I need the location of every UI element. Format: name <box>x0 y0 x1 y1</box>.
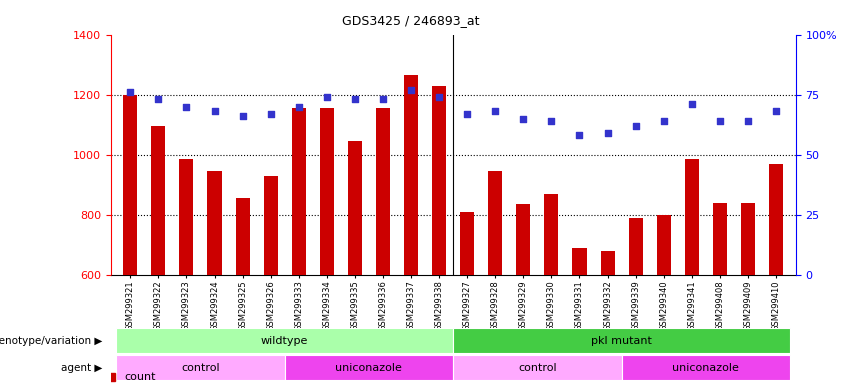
Bar <box>629 218 643 275</box>
Point <box>573 132 586 139</box>
Point <box>657 118 671 124</box>
Text: wildtype: wildtype <box>261 336 308 346</box>
Point <box>741 118 755 124</box>
Point <box>517 116 530 122</box>
Bar <box>117 328 454 353</box>
Bar <box>117 355 285 380</box>
Bar <box>348 141 362 275</box>
Text: genotype/variation ▶: genotype/variation ▶ <box>0 336 102 346</box>
Point <box>545 118 558 124</box>
Point <box>292 104 306 110</box>
Bar <box>460 212 474 275</box>
Bar <box>208 171 221 275</box>
Text: uniconazole: uniconazole <box>672 362 740 373</box>
Point <box>151 96 165 103</box>
Bar <box>151 126 165 275</box>
Text: pkl mutant: pkl mutant <box>591 336 652 346</box>
Text: count: count <box>124 372 156 382</box>
Point <box>432 94 446 100</box>
Point <box>488 108 502 114</box>
Point <box>769 108 783 114</box>
Point <box>123 89 137 95</box>
Bar <box>601 251 614 275</box>
Text: agent ▶: agent ▶ <box>60 362 102 373</box>
Point <box>460 111 474 117</box>
Bar <box>376 108 390 275</box>
Bar <box>454 355 621 380</box>
Bar <box>285 355 454 380</box>
Point <box>601 130 614 136</box>
Point <box>376 96 390 103</box>
Bar <box>180 159 193 275</box>
Point <box>236 113 249 119</box>
Bar <box>236 198 249 275</box>
Point <box>713 118 727 124</box>
Bar <box>404 75 418 275</box>
Point <box>685 101 699 107</box>
Point <box>180 104 193 110</box>
Bar <box>488 171 502 275</box>
Point <box>404 87 418 93</box>
Bar <box>545 194 558 275</box>
Text: uniconazole: uniconazole <box>335 362 403 373</box>
Point <box>264 111 277 117</box>
Text: GDS3425 / 246893_at: GDS3425 / 246893_at <box>342 14 479 27</box>
Bar <box>621 355 790 380</box>
Text: control: control <box>518 362 557 373</box>
Bar <box>292 108 306 275</box>
Bar <box>517 204 530 275</box>
Bar <box>264 175 277 275</box>
Bar <box>320 108 334 275</box>
Bar <box>713 203 727 275</box>
Bar <box>657 215 671 275</box>
Point <box>208 108 221 114</box>
Point <box>320 94 334 100</box>
Bar <box>432 86 446 275</box>
Bar <box>769 164 783 275</box>
Bar <box>685 159 699 275</box>
Bar <box>573 248 586 275</box>
Point <box>348 96 362 103</box>
Bar <box>741 203 755 275</box>
Point <box>629 123 643 129</box>
Text: control: control <box>181 362 220 373</box>
Bar <box>454 328 790 353</box>
Bar <box>123 94 137 275</box>
